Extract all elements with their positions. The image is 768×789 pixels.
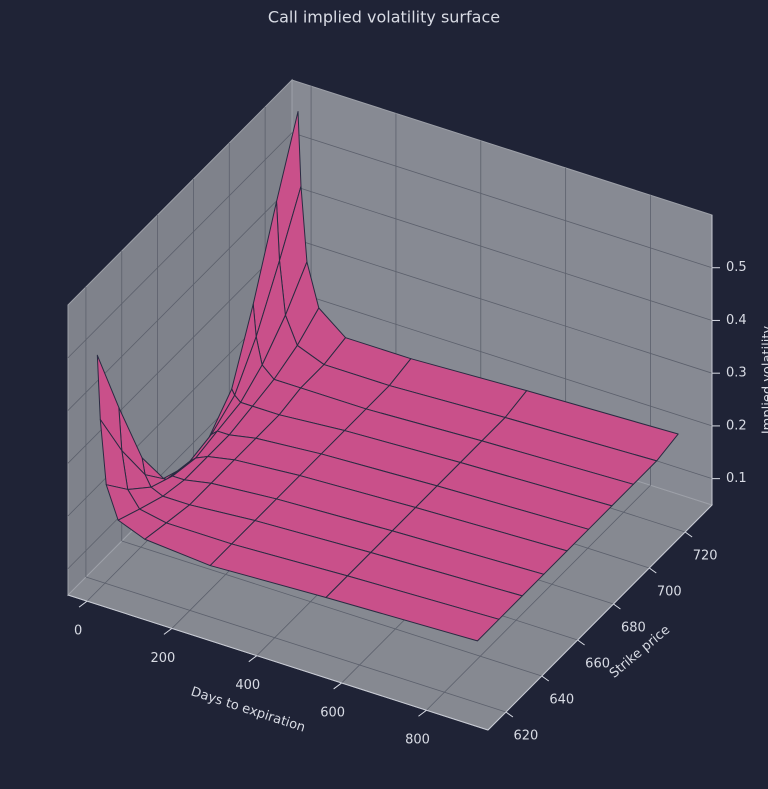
- tick-mark: [577, 639, 585, 646]
- tick-mark: [333, 682, 342, 690]
- x-tick-label: 200: [151, 651, 176, 666]
- grid-line: [85, 576, 507, 713]
- chart-title: Call implied volatility surface: [268, 8, 500, 27]
- axis-line: [67, 594, 489, 731]
- grid-line: [426, 484, 651, 711]
- grid-line: [121, 540, 542, 677]
- grid-line: [67, 185, 293, 411]
- tick-mark: [541, 675, 550, 682]
- y-tick-label: 700: [657, 585, 682, 600]
- axis-line: [487, 504, 713, 731]
- tick-mark: [613, 603, 621, 610]
- z-tick-label: 0.3: [726, 366, 747, 381]
- tick-mark: [505, 711, 514, 718]
- grid-line: [291, 185, 713, 321]
- tick-mark: [418, 709, 427, 717]
- grid-line: [67, 132, 293, 359]
- x-tick-label: 0: [74, 624, 82, 639]
- y-tick-label: 720: [693, 549, 718, 564]
- tick-mark: [248, 655, 258, 663]
- x-tick-label: 400: [235, 678, 260, 693]
- tick-mark: [163, 628, 173, 635]
- grid-line: [291, 237, 713, 374]
- z-tick-label: 0.5: [726, 260, 747, 275]
- y-tick-label: 620: [514, 729, 539, 744]
- y-tick-label: 660: [585, 657, 610, 672]
- grid-line: [291, 132, 713, 269]
- z-tick-label: 0.1: [726, 471, 747, 486]
- x-tick-label: 800: [405, 733, 430, 748]
- z-tick-label: 0.2: [726, 418, 747, 433]
- z-axis-label: Implied volatility: [761, 326, 768, 435]
- z-tick-label: 0.4: [726, 313, 747, 328]
- grid-line: [291, 290, 713, 427]
- y-tick-label: 680: [621, 621, 646, 636]
- tick-mark: [684, 531, 693, 538]
- y-tick-label: 640: [549, 693, 574, 708]
- tick-mark: [78, 600, 88, 608]
- surface-patch: [325, 575, 500, 642]
- tick-mark: [648, 567, 657, 574]
- x-tick-label: 600: [320, 705, 345, 720]
